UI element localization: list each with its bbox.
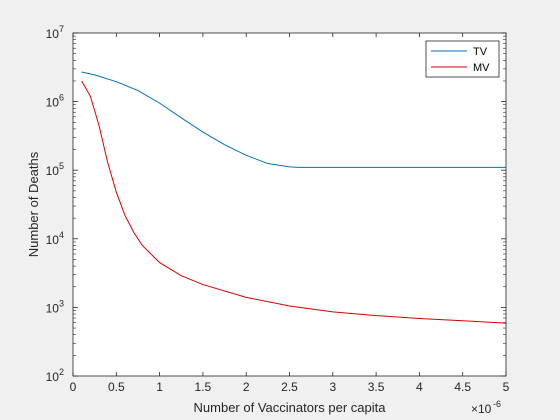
x-tick-label: 3.5 — [368, 380, 385, 394]
x-tick-label: 2 — [243, 380, 250, 394]
x-tick-label: 0 — [70, 380, 77, 394]
legend-label-mv: MV — [473, 62, 490, 74]
x-multiplier-base: ×10 — [471, 402, 492, 416]
x-tick-label: 5 — [503, 380, 510, 394]
x-tick-label: 4.5 — [454, 380, 471, 394]
x-tick-label: 1 — [156, 380, 163, 394]
y-axis-label: Number of Deaths — [26, 151, 41, 257]
x-tick-label: 0.5 — [108, 380, 125, 394]
x-tick-label: 1.5 — [195, 380, 212, 394]
x-axis-label: Number of Vaccinators per capita — [194, 400, 387, 415]
legend-label-tv: TV — [473, 46, 488, 58]
x-tick-label: 3 — [329, 380, 336, 394]
x-tick-label: 4 — [416, 380, 423, 394]
legend: TV MV — [426, 41, 499, 77]
x-tick-label: 2.5 — [281, 380, 298, 394]
x-multiplier-exponent: -6 — [493, 399, 501, 409]
plot-area — [73, 33, 506, 376]
